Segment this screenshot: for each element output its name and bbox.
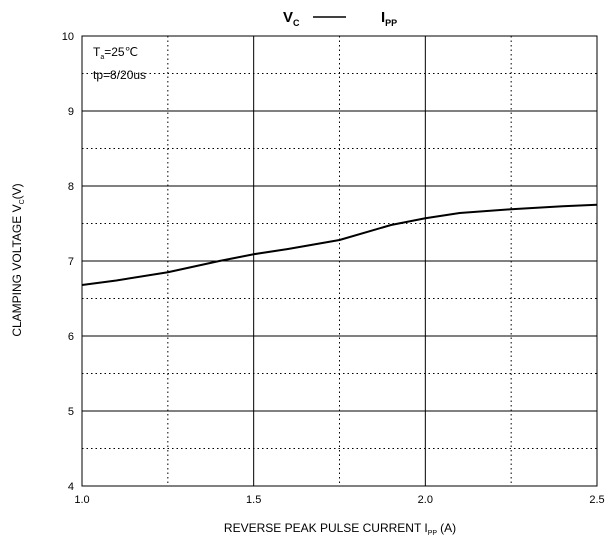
x-tick-label: 2.0 <box>418 494 433 506</box>
y-tick-label: 6 <box>68 331 74 343</box>
y-label-unit: (V) <box>10 183 24 199</box>
chart-title: IPP <box>381 9 397 28</box>
title-x-sub: PP <box>385 18 397 28</box>
annotation: tp=8/20us <box>93 68 146 82</box>
y-axis-label: CLAMPING VOLTAGE VC(V) <box>10 183 26 336</box>
x-axis-label: REVERSE PEAK PULSE CURRENT IPP (A) <box>224 521 456 537</box>
y-label-sub: C <box>19 199 26 204</box>
x-tick-label: 1.0 <box>74 494 89 506</box>
y-label-text: CLAMPING VOLTAGE V <box>10 204 24 336</box>
title-y-symbol: V <box>283 9 293 26</box>
x-label-unit: (A) <box>440 521 456 535</box>
title-y-sub: C <box>293 18 300 28</box>
y-tick-label: 4 <box>68 481 74 493</box>
y-tick-label: 9 <box>68 106 74 118</box>
y-tick-label: 10 <box>62 31 74 43</box>
x-label-sub: PP <box>428 530 438 537</box>
x-tick-label: 2.5 <box>589 494 604 506</box>
plot-frame <box>81 35 598 487</box>
temp-sub: a <box>100 54 104 61</box>
temp-symbol: T <box>93 45 101 59</box>
temp-value: =25℃ <box>104 45 138 59</box>
x-tick-label: 1.5 <box>246 494 261 506</box>
title-x-symbol: I <box>381 9 385 26</box>
y-tick-label: 8 <box>68 181 74 193</box>
y-tick-label: 5 <box>68 406 74 418</box>
chart-title: VC <box>283 9 300 28</box>
x-label-text: REVERSE PEAK PULSE CURRENT I <box>224 521 428 535</box>
annotation: Ta=25℃ <box>93 45 138 61</box>
y-tick-label: 7 <box>68 256 74 268</box>
data-line <box>81 203 598 286</box>
